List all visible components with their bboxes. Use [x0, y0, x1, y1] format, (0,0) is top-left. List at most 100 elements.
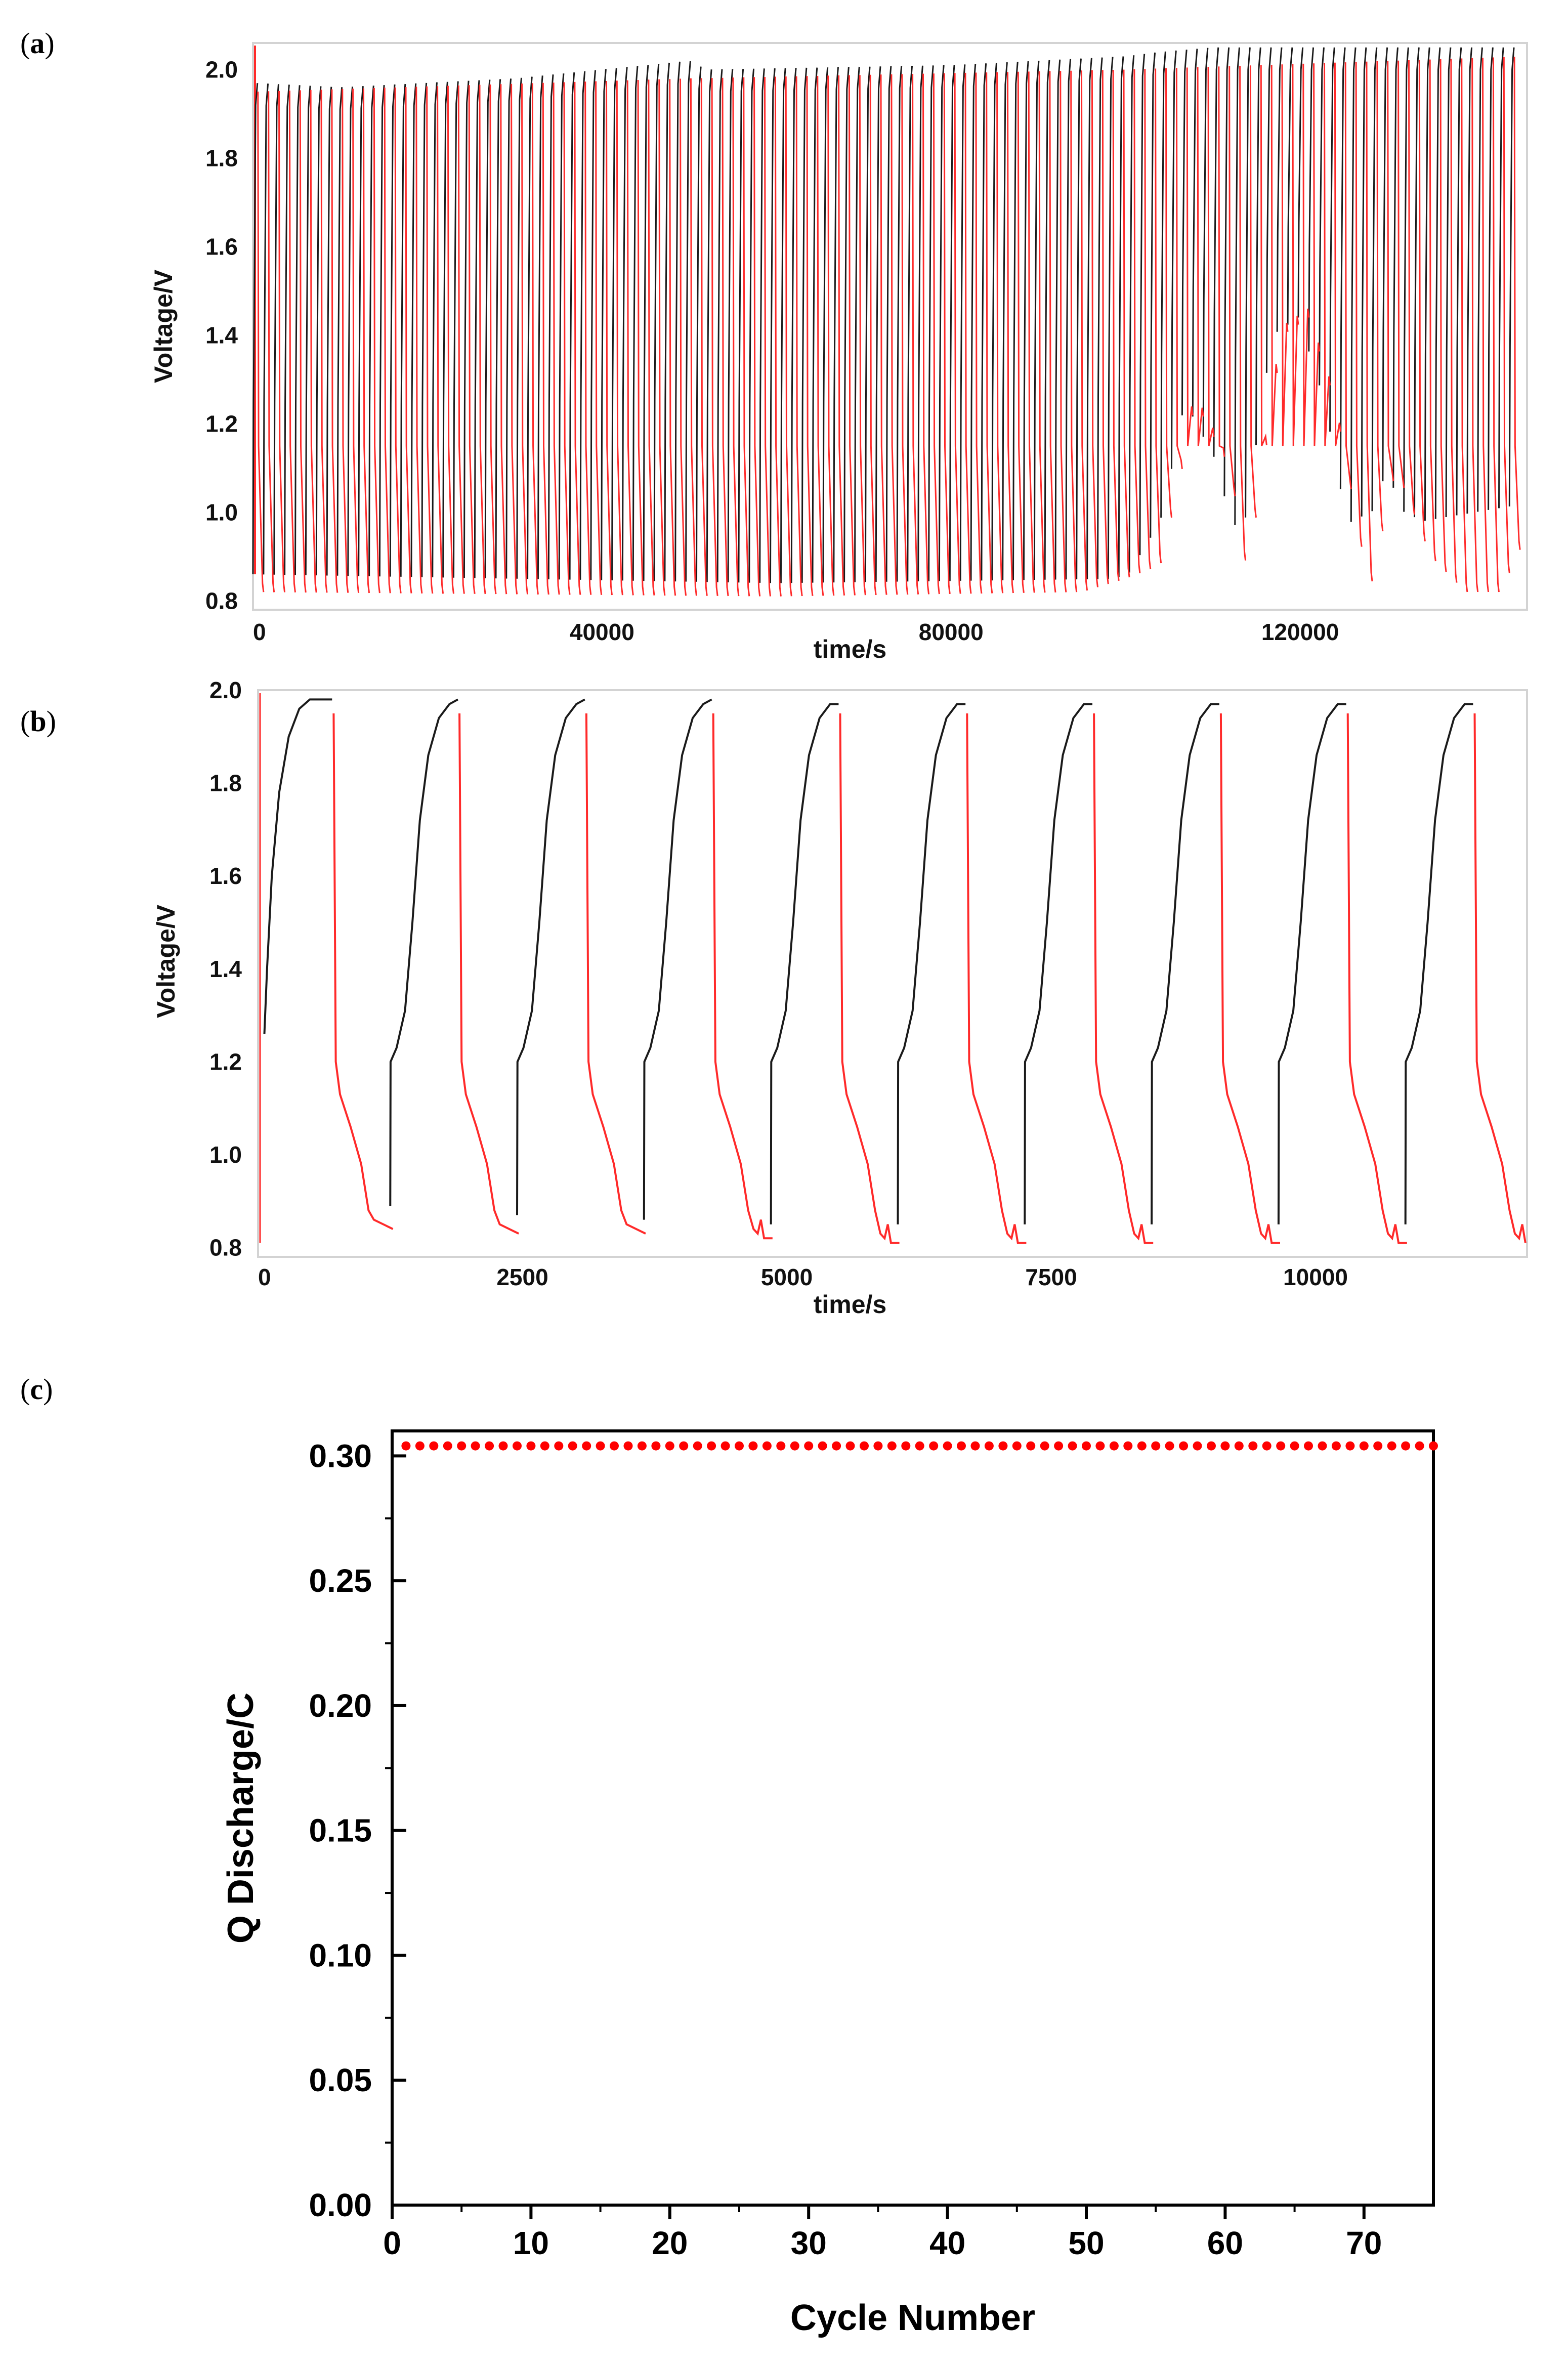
panel-c-data-point [443, 1441, 452, 1451]
panel-a-y-tick-label: 1.0 [205, 499, 238, 526]
panel-c-data-point [526, 1441, 536, 1451]
panel-a-y-tick-label: 1.8 [205, 145, 238, 172]
panel-c-x-tick-label: 10 [513, 2225, 549, 2261]
panel-c-x-tick-label: 20 [652, 2225, 688, 2261]
panel-b-discharge-segment [1346, 713, 1407, 1244]
panel-c-y-axis-title: Q Discharge/C [221, 1693, 261, 1943]
panel-c-data-point [915, 1441, 924, 1451]
panel-c-y-tick-label: 0.05 [309, 2062, 372, 2098]
panel-a-y-tick-label: 2.0 [205, 57, 238, 83]
panel-c-data-point [1082, 1441, 1091, 1451]
panel-b-charge-segment [1024, 703, 1092, 1224]
panel-c-data-point [860, 1441, 869, 1451]
panel-c-data-point [429, 1441, 439, 1451]
panel-b-discharge-segment [966, 713, 1027, 1244]
panel-c-data-point [845, 1441, 855, 1451]
panel-c-data-point [984, 1441, 994, 1451]
panel-b-charge-segment [389, 698, 458, 1206]
panel-b-x-axis-title: time/s [814, 1290, 887, 1319]
panel-c-x-tick-label: 30 [791, 2225, 827, 2261]
panel-b-charge-segment [897, 703, 966, 1224]
panel-a-label: (a) [20, 27, 55, 60]
panel-c-data-point [568, 1441, 577, 1451]
panel-b-y-tick-label: 1.6 [209, 863, 242, 889]
panel-b-x-tick-label: 7500 [1025, 1264, 1077, 1290]
panel-b-y-axis-title: Voltage/V [152, 904, 180, 1018]
panel-c-y-tick-label: 0.10 [309, 1937, 372, 1973]
panel-c-data-point [1179, 1441, 1189, 1451]
panel-c-label-close: ) [43, 1373, 53, 1406]
panel-c-data-point [1318, 1441, 1327, 1451]
panel-c-frame [391, 1429, 1435, 2207]
panel-c-x-tick-label: 40 [929, 2225, 965, 2261]
panel-c-data-point [1304, 1441, 1313, 1451]
panel-c-data-point [1123, 1441, 1133, 1451]
panel-c-label-letter: c [30, 1373, 43, 1406]
panel-c-data-point [818, 1441, 827, 1451]
panel-c-data-point [707, 1441, 716, 1451]
panel-b-frame [257, 689, 1528, 1258]
panel-c-data-point [970, 1441, 980, 1451]
panel-c-data-point [610, 1441, 619, 1451]
panel-a-y-tick-label: 1.4 [205, 322, 238, 349]
panel-c-data-point [554, 1441, 564, 1451]
panel-a-label-letter: a [30, 27, 45, 60]
panel-c-data-point [665, 1441, 674, 1451]
panel-c-data-point [1068, 1441, 1077, 1451]
panel-b-y-tick-label: 1.2 [209, 1048, 242, 1075]
panel-c-data-point [790, 1441, 799, 1451]
panel-c-data-point [929, 1441, 939, 1451]
panel-c-data-point [1429, 1441, 1438, 1451]
panel-a-frame [252, 42, 1528, 611]
panel-c-label: (c) [20, 1373, 53, 1406]
panel-c-data-point [748, 1441, 758, 1451]
panel-c-data-point [957, 1441, 966, 1451]
panel-b: (b) 0.8 1.0 1.2 1.4 1.6 1.8 2.0 0 2500 5000 7500 1… [20, 677, 1528, 1319]
panel-a-label-open: ( [20, 27, 30, 60]
panel-c-data-point [1290, 1441, 1299, 1451]
panel-b-charge-segment [1404, 703, 1473, 1224]
panel-b-discharge-segment [1093, 713, 1154, 1244]
panel-c-y-tick-label: 0.30 [309, 1438, 372, 1474]
panel-c-data-point [1415, 1441, 1424, 1451]
panel-c-data-point [679, 1441, 689, 1451]
panel-c-x-tick-label: 70 [1346, 2225, 1382, 2261]
panel-c-x-tick-label: 60 [1207, 2225, 1243, 2261]
panel-c-data-point [998, 1441, 1008, 1451]
panel-b-charge-segment [1151, 703, 1219, 1224]
panel-b-label-close: ) [47, 705, 56, 738]
panel-a-x-ticks: 0 40000 80000 120000 [253, 619, 1339, 645]
panel-c-data-point [401, 1441, 411, 1451]
panel-a-y-tick-label: 1.6 [205, 234, 238, 260]
panel-c-data-point [1248, 1441, 1258, 1451]
panel-c: (c) 0.00 0.05 0.10 0.15 0.20 0.25 0.30 0 10 20 30… [20, 1373, 1438, 2338]
panel-a-x-tick-label: 80000 [919, 619, 984, 645]
panel-a-plot-area [252, 46, 1521, 597]
panel-b-y-tick-label: 0.8 [209, 1235, 242, 1261]
panel-b-charge-segment [516, 698, 585, 1215]
panel-c-x-axis-title: Cycle Number [790, 2298, 1035, 2338]
panel-b-y-tick-label: 1.4 [209, 956, 242, 982]
panel-c-data-point [1262, 1441, 1272, 1451]
panel-a-y-axis-title: Voltage/V [149, 269, 178, 383]
panel-c-data-point [471, 1441, 480, 1451]
panel-c-data-point [582, 1441, 591, 1451]
panel-c-data-point [1359, 1441, 1369, 1451]
panel-a-x-tick-label: 0 [253, 619, 266, 645]
panel-b-discharge-segment [1219, 713, 1280, 1244]
panel-c-data-point [1151, 1441, 1161, 1451]
panel-c-data-point [457, 1441, 467, 1451]
panel-c-y-tick-label: 0.25 [309, 1562, 372, 1599]
panel-c-data-point [623, 1441, 633, 1451]
panel-c-x-tick-label: 0 [383, 2225, 401, 2261]
panel-c-data-point [1234, 1441, 1244, 1451]
panel-c-data-point [596, 1441, 605, 1451]
panel-a-x-tick-label: 40000 [570, 619, 634, 645]
panel-b-plot-area [259, 693, 1527, 1244]
panel-c-data-point [1193, 1441, 1202, 1451]
panel-c-data-point [1109, 1441, 1119, 1451]
panel-c-data-point [1095, 1441, 1105, 1451]
panel-a: (a) 0.8 1.0 1.2 1.4 1.6 1.8 2.0 0 40000 80000 120… [20, 27, 1528, 663]
